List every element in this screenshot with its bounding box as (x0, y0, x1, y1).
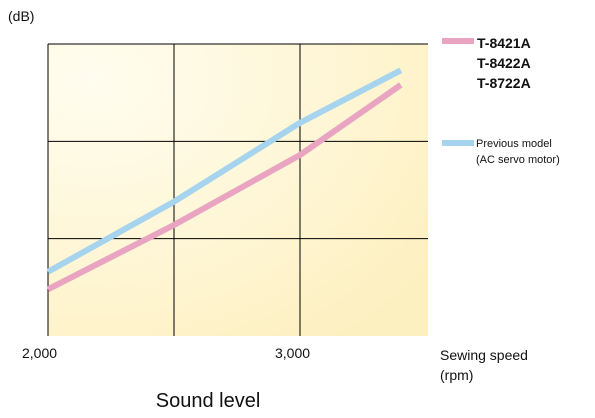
x-tick-label: 3,000 (275, 345, 311, 361)
legend-lines (442, 38, 474, 146)
legend-item-previous-model: Previous model (AC servo motor) (476, 136, 560, 168)
x-axis-unit: (rpm) (440, 367, 474, 383)
x-axis-label-text: Sewing speed (440, 347, 528, 363)
series-line-1 (46, 67, 403, 275)
legend-item-new-models: T-8421A T-8422A T-8722A (477, 33, 531, 93)
chart-title: Sound level (155, 390, 261, 412)
legend-label: T-8421A (477, 35, 531, 51)
series-lines (46, 67, 403, 292)
x-tick-label: 2,000 (22, 345, 58, 361)
legend-label: Previous model (476, 138, 552, 150)
legend-label: (AC servo motor) (476, 154, 560, 166)
y-axis-label: (dB) (8, 8, 35, 24)
legend-label: T-8422A (477, 55, 531, 71)
series-line-0 (46, 82, 403, 292)
legend-label: T-8722A (477, 75, 531, 91)
x-axis-label: Sewing speed (rpm) (440, 345, 590, 385)
